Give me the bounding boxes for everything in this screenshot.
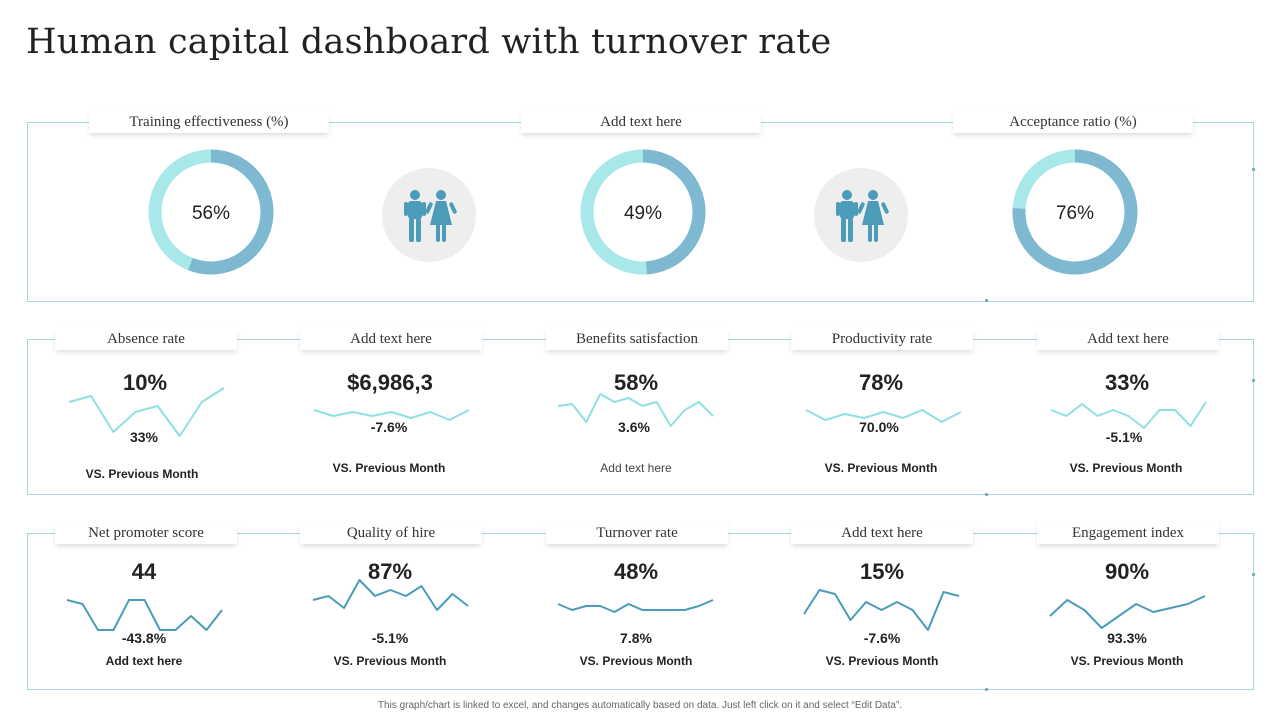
sparkline-series-line [803, 589, 960, 631]
kpi-value: 58% [613, 370, 659, 395]
kpi-value: 33% [1104, 370, 1150, 395]
panel-anchor-dot [985, 299, 988, 302]
sparkline-productivity-rate [805, 409, 962, 423]
sparkline-series-line [557, 599, 714, 613]
kpi-label-absence-rate: Absence rate [55, 328, 237, 350]
kpi-value: 48% [613, 559, 659, 584]
panel-anchor-dot [985, 688, 988, 691]
kpi-label-turnover-rate: Turnover rate [546, 522, 728, 544]
kpi-caption: VS. Previous Month [579, 654, 693, 668]
people-icon [836, 190, 889, 242]
kpi-caption: VS. Previous Month [332, 461, 446, 475]
kpi-value: 90% [1104, 559, 1150, 584]
panel-anchor-dot [1252, 379, 1255, 382]
donut-value-label: 76% [1056, 203, 1094, 224]
kpi-label-add-text: Add text here [521, 111, 761, 133]
kpi-value: 44 [131, 559, 157, 584]
panel-anchor-dot [985, 493, 988, 496]
kpi-label-productivity-rate: Productivity rate [791, 328, 973, 350]
sparkline-series-line [66, 599, 223, 631]
sparkline-series-line [1050, 401, 1207, 429]
donut-value-label: 56% [192, 203, 230, 224]
kpi-change: -43.8% [121, 630, 167, 646]
kpi-value: 78% [858, 370, 904, 395]
sparkline-series-line [557, 393, 714, 427]
panel-anchor-dot [1252, 168, 1255, 171]
kpi-change: 7.8% [620, 630, 652, 646]
kpi-value: 87% [367, 559, 413, 584]
panel-anchor-dot [1252, 573, 1255, 576]
kpi-label-net-promoter-score: Net promoter score [55, 522, 237, 544]
kpi-label-add-text: Add text here [300, 328, 482, 350]
donut-value-label: 49% [624, 203, 662, 224]
sparkline-net-promoter-score [66, 599, 223, 631]
sparkline-add-text [803, 589, 960, 631]
kpi-change: -5.1% [1105, 429, 1143, 445]
page-title: Human capital dashboard with turnover ra… [26, 22, 832, 62]
sparkline-series-line [1049, 595, 1206, 629]
donut-slice-value [188, 149, 274, 275]
kpi-change: 70.0% [859, 419, 899, 435]
sparkline-turnover-rate [557, 599, 714, 613]
sparkline-benefits-satisfaction [557, 393, 714, 427]
kpi-change: 3.6% [618, 419, 650, 435]
kpi-caption: VS. Previous Month [1070, 654, 1184, 668]
kpi-caption: Add text here [105, 654, 183, 668]
sparkline-series-line [313, 409, 470, 421]
kpi-value: 15% [859, 559, 905, 584]
sparkline-engagement-index [1049, 595, 1206, 629]
kpi-label-add-text: Add text here [1037, 328, 1219, 350]
people-icon [404, 190, 457, 242]
donut-chart-add-text: 49% [580, 149, 706, 275]
kpi-change: -7.6% [370, 419, 408, 435]
kpi-change: 93.3% [1107, 630, 1147, 646]
donut-chart-acceptance-ratio: 76% [1012, 149, 1138, 275]
sparkline-absence-rate [68, 387, 225, 437]
footnote: This graph/chart is linked to excel, and… [377, 700, 903, 711]
kpi-label-quality-of-hire: Quality of hire [300, 522, 482, 544]
kpi-change: -5.1% [371, 630, 409, 646]
kpi-label-benefits-satisfaction: Benefits satisfaction [546, 328, 728, 350]
people-icon-badge [382, 168, 476, 262]
sparkline-quality-of-hire [312, 579, 469, 611]
kpi-value: $6,986,3 [347, 370, 433, 395]
kpi-value: 10% [122, 370, 168, 395]
sparkline-add-text [313, 409, 470, 421]
kpi-caption: Add text here [600, 461, 672, 475]
kpi-change: 33% [129, 429, 159, 445]
kpi-label-engagement-index: Engagement index [1037, 522, 1219, 544]
kpi-label-training-effectiveness: Training effectiveness (%) [89, 111, 329, 133]
kpi-label-acceptance-ratio: Acceptance ratio (%) [953, 111, 1193, 133]
kpi-caption: VS. Previous Month [824, 461, 938, 475]
donut-chart-training-effectiveness: 56% [148, 149, 274, 275]
kpi-caption: VS. Previous Month [333, 654, 447, 668]
kpi-caption: VS. Previous Month [825, 654, 939, 668]
sparkline-series-line [805, 409, 962, 423]
sparkline-add-text [1050, 401, 1207, 429]
kpi-caption: VS. Previous Month [1069, 461, 1183, 475]
donut-slice-value [642, 149, 706, 275]
kpi-label-add-text: Add text here [791, 522, 973, 544]
sparkline-series-line [68, 387, 225, 437]
donut-slice-value [1012, 149, 1138, 275]
people-icon-badge [814, 168, 908, 262]
kpi-caption: VS. Previous Month [85, 467, 199, 481]
kpi-change: -7.6% [863, 630, 901, 646]
sparkline-series-line [312, 579, 469, 611]
